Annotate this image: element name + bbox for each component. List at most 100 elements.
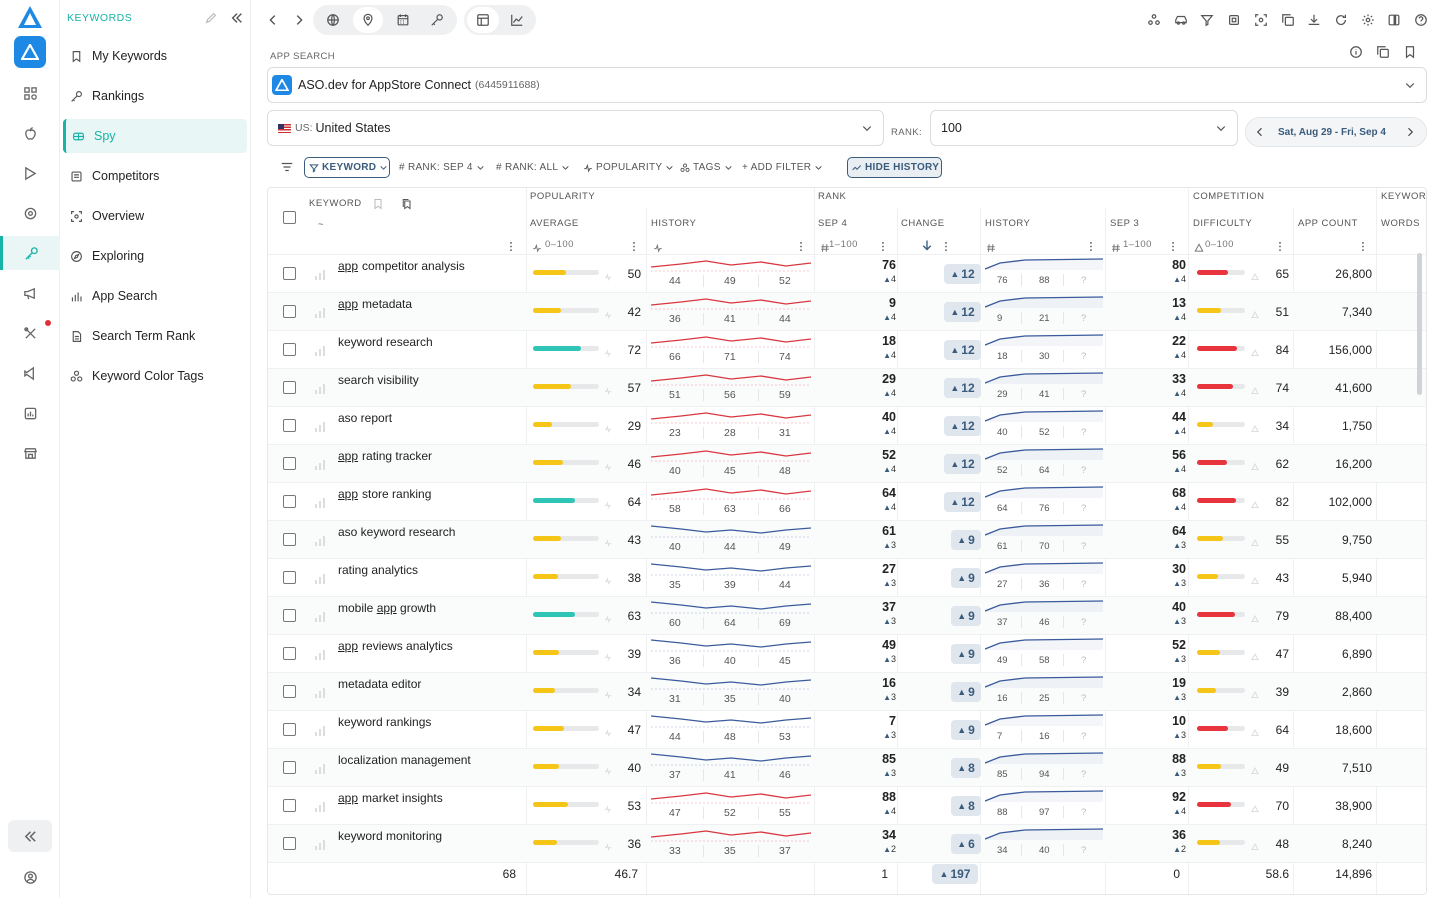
- location-icon[interactable]: [353, 7, 383, 33]
- column-menu-icon[interactable]: [632, 239, 636, 252]
- apps-icon[interactable]: [15, 78, 45, 108]
- keyword-text[interactable]: app reviews analytics: [338, 639, 453, 653]
- vscode-icon[interactable]: [15, 358, 45, 388]
- forward-icon[interactable]: [289, 6, 309, 34]
- play-store-icon[interactable]: [15, 158, 45, 188]
- row-checkbox[interactable]: [283, 647, 296, 660]
- table-row[interactable]: rating analytics 38 35 39 44 27 ▲3 ▲ 9 27 36? 30 ▲3 4…: [268, 558, 1426, 596]
- keyword-text[interactable]: metadata editor: [338, 677, 421, 691]
- table-view-icon[interactable]: [467, 7, 499, 33]
- row-checkbox[interactable]: [283, 305, 296, 318]
- row-checkbox[interactable]: [283, 799, 296, 812]
- megaphone-icon[interactable]: [15, 278, 45, 308]
- globe-icon[interactable]: [321, 6, 345, 34]
- filter-tags[interactable]: TAGS: [680, 157, 733, 178]
- column-menu-icon[interactable]: [881, 239, 885, 252]
- help-icon[interactable]: [1411, 6, 1431, 34]
- filter-rank-all[interactable]: # RANK: ALL: [496, 157, 570, 178]
- column-menu-icon[interactable]: [1361, 239, 1365, 252]
- keyword-text[interactable]: aso keyword research: [338, 525, 455, 539]
- filter-keyword[interactable]: KEYWORD: [304, 157, 390, 178]
- next-date-icon[interactable]: [1404, 126, 1416, 138]
- row-checkbox[interactable]: [283, 685, 296, 698]
- row-checkbox[interactable]: [283, 609, 296, 622]
- bookmarks-icon[interactable]: [401, 197, 413, 210]
- sidebar-item-exploring[interactable]: Exploring: [64, 239, 248, 273]
- add-filter-button[interactable]: + ADD FILTER: [742, 157, 823, 178]
- sidebar-item-rankings[interactable]: Rankings: [64, 79, 248, 113]
- keyword-text[interactable]: app competitor analysis: [338, 259, 465, 273]
- row-checkbox[interactable]: [283, 267, 296, 280]
- refresh-icon[interactable]: [1331, 6, 1351, 34]
- keyword-text[interactable]: localization management: [338, 753, 471, 767]
- row-checkbox[interactable]: [283, 343, 296, 356]
- calendar-icon[interactable]: [391, 6, 415, 34]
- row-checkbox[interactable]: [283, 571, 296, 584]
- edit-icon[interactable]: [204, 11, 218, 25]
- table-row[interactable]: app market insights 53 47 52 55 88 ▲4 ▲ 8 88 97? 92 ▲…: [268, 786, 1426, 824]
- account-icon[interactable]: [15, 862, 45, 892]
- key-icon[interactable]: [425, 6, 449, 34]
- row-checkbox[interactable]: [283, 837, 296, 850]
- chart-view-icon[interactable]: [505, 6, 529, 34]
- keyword-text[interactable]: app metadata: [338, 297, 412, 311]
- table-row[interactable]: mobile app growth 63 60 64 69 37 ▲3 ▲ 9 37 46? 40 ▲3…: [268, 596, 1426, 634]
- app-icon-tile[interactable]: [14, 36, 46, 68]
- table-row[interactable]: localization management 40 37 41 46 85 ▲3 ▲ 8 85 9…: [268, 748, 1426, 786]
- table-row[interactable]: app competitor analysis 50 44 49 52 76 ▲4 ▲ 12 76 8…: [268, 254, 1426, 292]
- sidebar-item-app-search[interactable]: App Search: [64, 279, 248, 313]
- collapse-rail-icon[interactable]: [8, 820, 52, 852]
- panel-icon[interactable]: [1384, 6, 1404, 34]
- bookmark-icon[interactable]: [1403, 45, 1417, 59]
- sidebar-item-my-keywords[interactable]: My Keywords: [64, 39, 248, 73]
- column-menu-icon[interactable]: [1278, 239, 1282, 252]
- row-checkbox[interactable]: [283, 495, 296, 508]
- date-range-text[interactable]: Sat, Aug 29 - Fri, Sep 4: [1278, 126, 1386, 138]
- apple-icon[interactable]: [15, 118, 45, 148]
- table-row[interactable]: app reviews analytics 39 36 40 45 49 ▲3 ▲ 9 49 58? 5…: [268, 634, 1426, 672]
- target-icon[interactable]: [15, 198, 45, 228]
- table-scrollbar[interactable]: [1417, 253, 1422, 395]
- sidebar-item-search-term-rank[interactable]: Search Term Rank: [64, 319, 248, 353]
- table-row[interactable]: search visibility 57 51 56 59 29 ▲4 ▲ 12 29 41? 33 ▲…: [268, 368, 1426, 406]
- store-icon[interactable]: [15, 438, 45, 468]
- keywords-rail-icon[interactable]: [0, 236, 60, 270]
- filter-icon[interactable]: [1197, 6, 1217, 34]
- column-menu-icon[interactable]: [799, 239, 803, 252]
- sort-desc-icon[interactable]: [921, 238, 933, 252]
- sidebar-item-overview[interactable]: Overview: [64, 199, 248, 233]
- table-row[interactable]: metadata editor 34 31 35 40 16 ▲3 ▲ 9 16 25? 19 ▲3 39…: [268, 672, 1426, 710]
- prev-date-icon[interactable]: [1254, 126, 1266, 138]
- filter-sort-icon[interactable]: [280, 160, 294, 174]
- row-checkbox[interactable]: [283, 723, 296, 736]
- table-row[interactable]: keyword research 72 66 71 74 18 ▲4 ▲ 12 18 30? 22 ▲4…: [268, 330, 1426, 368]
- table-row[interactable]: keyword monitoring 36 33 35 37 34 ▲2 ▲ 6 34 40? 36 ▲…: [268, 824, 1426, 862]
- settings-icon[interactable]: [1358, 6, 1378, 34]
- info-icon[interactable]: [1349, 45, 1363, 59]
- row-checkbox[interactable]: [283, 533, 296, 546]
- chip-icon[interactable]: [1224, 6, 1244, 34]
- keyword-text[interactable]: rating analytics: [338, 563, 418, 577]
- row-checkbox[interactable]: [283, 761, 296, 774]
- focus-icon[interactable]: [1251, 6, 1271, 34]
- tools-icon[interactable]: [15, 318, 45, 348]
- table-row[interactable]: keyword rankings 47 44 48 53 7 ▲3 ▲ 9 7 16? 10 ▲3 64 1…: [268, 710, 1426, 748]
- keyword-text[interactable]: app market insights: [338, 791, 443, 805]
- table-row[interactable]: app store ranking 64 58 63 66 64 ▲4 ▲ 12 64 76? 68 ▲4…: [268, 482, 1426, 520]
- share-icon[interactable]: [1144, 6, 1164, 34]
- table-row[interactable]: app metadata 42 36 41 44 9 ▲4 ▲ 12 9 21? 13 ▲4 51 7,340: [268, 292, 1426, 330]
- column-menu-icon[interactable]: [944, 239, 948, 252]
- table-row[interactable]: aso keyword research 43 40 44 49 61 ▲3 ▲ 9 61 70? 6…: [268, 520, 1426, 558]
- filter-rank-sep4[interactable]: # RANK: SEP 4: [399, 157, 485, 178]
- app-select[interactable]: ASO.dev for AppStore Connect (6445911688…: [267, 67, 1427, 103]
- download-icon[interactable]: [1304, 6, 1324, 34]
- keyword-text[interactable]: keyword research: [338, 335, 433, 349]
- keyword-text[interactable]: aso report: [338, 411, 392, 425]
- country-select[interactable]: US: United States: [267, 110, 884, 146]
- sidebar-item-keyword-color-tags[interactable]: Keyword Color Tags: [64, 359, 248, 393]
- keyword-text[interactable]: app rating tracker: [338, 449, 432, 463]
- keyword-text[interactable]: keyword monitoring: [338, 829, 442, 843]
- row-checkbox[interactable]: [283, 457, 296, 470]
- hide-history-button[interactable]: HIDE HISTORY: [847, 157, 942, 178]
- collapse-sidebar-icon[interactable]: [230, 11, 244, 25]
